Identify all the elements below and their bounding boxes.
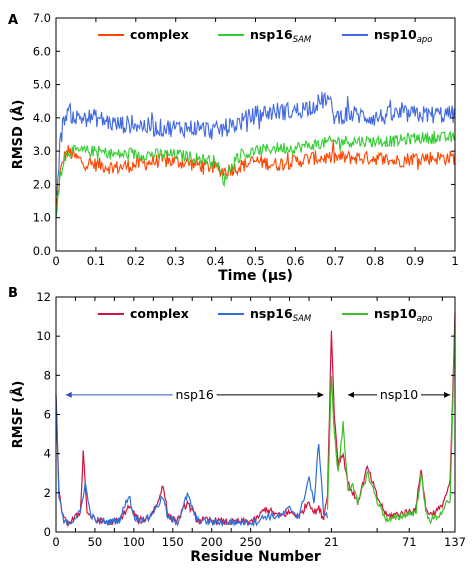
- plot-frame: [55, 296, 456, 533]
- panel-label: B: [8, 286, 18, 301]
- x-tick-label: 150: [162, 535, 184, 549]
- plot-frame: [55, 17, 456, 252]
- x-tick-label: 137: [444, 535, 466, 549]
- x-tick-label: 0: [52, 535, 59, 549]
- y-tick-label: 3.0: [33, 144, 51, 158]
- panel-label: A: [8, 13, 18, 28]
- x-axis-label: Residue Number: [190, 549, 321, 565]
- annotation-label: nsp10: [380, 387, 418, 402]
- y-tick-label: 2: [44, 486, 51, 500]
- x-tick-label: 0.5: [246, 254, 264, 268]
- panel-a: A 0 0.1 0.2 0.3 0.4 0.5 0.6 0.7 0.8 0.9 1 0.0 1.0 2.0 3…: [8, 11, 459, 284]
- series-line-nsp10apo: [326, 323, 456, 525]
- x-tick-label: 0.7: [326, 254, 344, 268]
- series-line-complex: [55, 312, 456, 527]
- series-line-nsp10apo: [55, 91, 456, 197]
- x-tick-label: 50: [88, 535, 103, 549]
- y-tick-label: 0.0: [33, 244, 51, 258]
- y-tick-label: 6: [44, 408, 51, 422]
- x-tick-label: 71: [402, 535, 417, 549]
- legend-item-nsp10apo: nsp10apo: [342, 306, 433, 324]
- x-axis-label: Time (μs): [218, 268, 293, 284]
- y-tick-label: 10: [36, 329, 51, 343]
- y-tick-label: 0: [44, 525, 51, 539]
- y-tick-label: 6.0: [33, 44, 51, 58]
- y-tick-label: 7.0: [33, 11, 51, 25]
- y-axis-label: RMSD (Å): [10, 100, 26, 170]
- arrowhead-right-icon: [444, 391, 451, 398]
- x-tick-label: 0.3: [167, 254, 185, 268]
- x-tick-label: 0.8: [366, 254, 384, 268]
- arrowhead-left-icon: [347, 391, 354, 398]
- x-tick-label: 0: [52, 254, 59, 268]
- x-tick-label: 200: [201, 535, 223, 549]
- x-tick-label: 21: [324, 535, 339, 549]
- y-tick-label: 4: [44, 447, 51, 461]
- y-tick-label: 5.0: [33, 78, 51, 92]
- legend-item-complex: complex: [98, 306, 189, 321]
- panel-b: B 0 50 100 150 200 250 21 71 137 0 2 4 6 8 10 12 Residue …: [8, 286, 466, 565]
- legend-item-nsp16sam: nsp16SAM: [218, 306, 312, 324]
- legend-label: complex: [130, 306, 189, 321]
- series-line-nsp16sam: [55, 130, 456, 219]
- x-tick-label: 1: [451, 254, 458, 268]
- x-tick-label: 0.1: [87, 254, 105, 268]
- legend-item-nsp16sam: nsp16SAM: [218, 27, 312, 45]
- legend-label: nsp10apo: [374, 27, 433, 45]
- y-tick-label: 2.0: [33, 177, 51, 191]
- series-line-nsp16sam: [55, 394, 329, 528]
- x-tick-label: 0.9: [406, 254, 424, 268]
- annotation-label: nsp16: [176, 387, 214, 402]
- legend-label: complex: [130, 27, 189, 42]
- legend-label: nsp16SAM: [250, 27, 312, 45]
- y-tick-label: 4.0: [33, 111, 51, 125]
- series-line-complex: [55, 139, 456, 209]
- legend-label: nsp16SAM: [250, 306, 312, 324]
- x-tick-label: 100: [123, 535, 145, 549]
- annotation-nsp16: nsp16: [65, 387, 324, 402]
- y-axis-label: RMSF (Å): [10, 381, 26, 449]
- arrowhead-left-icon: [65, 391, 72, 398]
- y-tick-label: 12: [36, 290, 51, 304]
- y-tick-label: 8: [44, 368, 51, 382]
- legend-label: nsp10apo: [374, 306, 433, 324]
- y-tick-label: 1.0: [33, 211, 51, 225]
- x-tick-label: 250: [240, 535, 262, 549]
- legend-item-complex: complex: [98, 27, 189, 42]
- x-tick-label: 0.4: [206, 254, 224, 268]
- legend-item-nsp10apo: nsp10apo: [342, 27, 433, 45]
- x-tick-label: 0.6: [286, 254, 304, 268]
- annotation-nsp10: nsp10: [347, 387, 451, 402]
- x-tick-label: 0.2: [127, 254, 145, 268]
- arrowhead-right-icon: [317, 391, 324, 398]
